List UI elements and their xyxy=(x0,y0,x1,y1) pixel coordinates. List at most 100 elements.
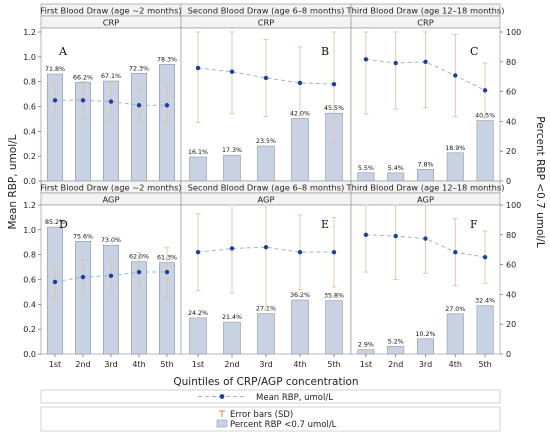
y-right-title: Percent RBP <0.7 umol/L xyxy=(534,116,546,248)
panel-marker-label: AGP xyxy=(103,195,120,205)
mean-rbp-point xyxy=(297,249,303,255)
panel-letter: E xyxy=(321,218,329,231)
right-tick-label: 40 xyxy=(506,117,516,126)
bar-5th xyxy=(476,120,494,182)
mean-rbp-line xyxy=(197,67,335,85)
right-tick-label: 80 xyxy=(506,58,516,67)
mean-rbp-point xyxy=(453,73,458,78)
left-tick-label: 0.6 xyxy=(23,276,36,285)
mean-rbp-point xyxy=(363,57,369,62)
bar-value-label: 18.9% xyxy=(445,145,465,152)
bar-2nd xyxy=(75,241,92,355)
bar-value-label: 2.9% xyxy=(358,342,374,349)
error-bar xyxy=(195,31,201,124)
error-bar xyxy=(363,204,369,273)
x-tick-label: 5th xyxy=(478,360,491,369)
bar-1st xyxy=(357,172,375,182)
right-tick-label: 100 xyxy=(506,28,521,37)
mean-rbp-point xyxy=(331,81,337,87)
bar-value-label: 72.3% xyxy=(129,65,149,72)
x-tick-label: 2nd xyxy=(75,360,90,369)
mean-rbp-point xyxy=(423,236,428,241)
panel-letter: C xyxy=(470,45,478,58)
panel-title: Second Blood Draw (age 6–8 months) xyxy=(188,183,345,193)
panel-letter: B xyxy=(321,45,329,58)
x-tick-label: 1st xyxy=(49,360,61,369)
legend-marker-swatch xyxy=(219,394,225,399)
x-tick-label: 3rd xyxy=(419,360,432,369)
bar-value-label: 71.8% xyxy=(45,66,65,73)
panel-title: First Blood Draw (age ~2 months) xyxy=(40,6,181,16)
x-tick-label: 3rd xyxy=(104,360,117,369)
panel-title: First Blood Draw (age ~2 months) xyxy=(40,183,181,193)
left-tick-label: 0.6 xyxy=(23,103,36,112)
mean-rbp-point xyxy=(423,59,428,64)
left-tick-label: 0.8 xyxy=(23,251,36,260)
bar-value-label: 66.2% xyxy=(73,74,93,81)
right-tick-label: 60 xyxy=(506,261,516,270)
panel-title: Third Blood Draw (age 12–18 months) xyxy=(346,183,505,193)
left-tick-label: 1.2 xyxy=(23,201,36,210)
bar-value-label: 16.1% xyxy=(188,149,208,156)
x-tick-label: 2nd xyxy=(224,360,239,369)
mean-rbp-point xyxy=(297,80,303,86)
bar-2nd xyxy=(387,172,405,182)
mean-rbp-point xyxy=(453,249,458,255)
legend-bar-swatch xyxy=(216,419,228,428)
mean-rbp-point xyxy=(164,103,170,108)
panel-marker-label: AGP xyxy=(417,195,434,205)
mean-rbp-point xyxy=(482,254,488,260)
bar-4th xyxy=(446,152,464,182)
mean-rbp-point xyxy=(80,274,86,280)
panel-letter: A xyxy=(58,45,68,58)
right-tick-label: 20 xyxy=(506,320,516,329)
left-tick-label: 1.2 xyxy=(23,28,36,37)
x-tick-label: 4th xyxy=(449,360,462,369)
bar-value-label: 23.5% xyxy=(256,138,276,145)
mean-rbp-point xyxy=(136,103,142,108)
legend-error-label: Error bars (SD) xyxy=(230,410,293,420)
mean-rbp-point xyxy=(136,269,142,275)
mean-rbp-point xyxy=(393,60,398,66)
bar-value-label: 5.2% xyxy=(388,338,404,345)
mean-rbp-point xyxy=(80,98,86,103)
left-tick-label: 0.8 xyxy=(23,78,36,87)
bar-3rd xyxy=(417,338,434,355)
bar-5th xyxy=(325,300,343,355)
mean-rbp-point xyxy=(52,279,58,285)
mean-rbp-point xyxy=(363,232,369,237)
panel-letter: F xyxy=(470,218,478,231)
panel-marker-label: CRP xyxy=(417,18,434,28)
x-tick-label: 1st xyxy=(192,360,204,369)
left-tick-label: 0.2 xyxy=(23,152,36,161)
error-bar xyxy=(393,31,399,110)
panel-marker-label: AGP xyxy=(258,195,275,205)
bar-4th xyxy=(291,118,309,182)
bar-value-label: 7.8% xyxy=(418,161,434,168)
bar-value-label: 78.3% xyxy=(157,56,177,63)
right-tick-label: 0 xyxy=(506,177,511,186)
panel-marker-label: CRP xyxy=(258,18,275,28)
x-tick-label: 5th xyxy=(160,360,173,369)
bar-value-label: 5.4% xyxy=(388,165,404,172)
mean-rbp-point xyxy=(229,69,235,74)
bar-1st xyxy=(189,317,207,355)
panel-d: First Blood Draw (age ~2 months) AGP 85.2%… xyxy=(40,180,182,355)
panel-f: Third Blood Draw (age 12–18 months) AGP 2.… xyxy=(346,180,505,355)
mean-rbp-point xyxy=(393,233,398,239)
bar-value-label: 67.1% xyxy=(101,73,121,80)
legend: Mean RBP, umol/L Error bars (SD) Percent… xyxy=(40,389,501,432)
x-tick-label: 4th xyxy=(132,360,145,369)
bar-5th xyxy=(476,305,494,355)
panel-e: Second Blood Draw (age 6–8 months) AGP 24.… xyxy=(180,180,352,355)
bar-value-label: 36.2% xyxy=(290,292,310,299)
bar-value-label: 17.3% xyxy=(222,147,242,154)
bar-value-label: 5.5% xyxy=(358,165,374,172)
x-title: Quintiles of CRP/AGP concentration xyxy=(173,376,358,388)
error-bar xyxy=(331,31,337,145)
bar-3rd xyxy=(257,145,275,182)
mean-rbp-point xyxy=(164,269,170,275)
mean-rbp-point xyxy=(108,99,114,104)
bar-2nd xyxy=(223,321,241,355)
